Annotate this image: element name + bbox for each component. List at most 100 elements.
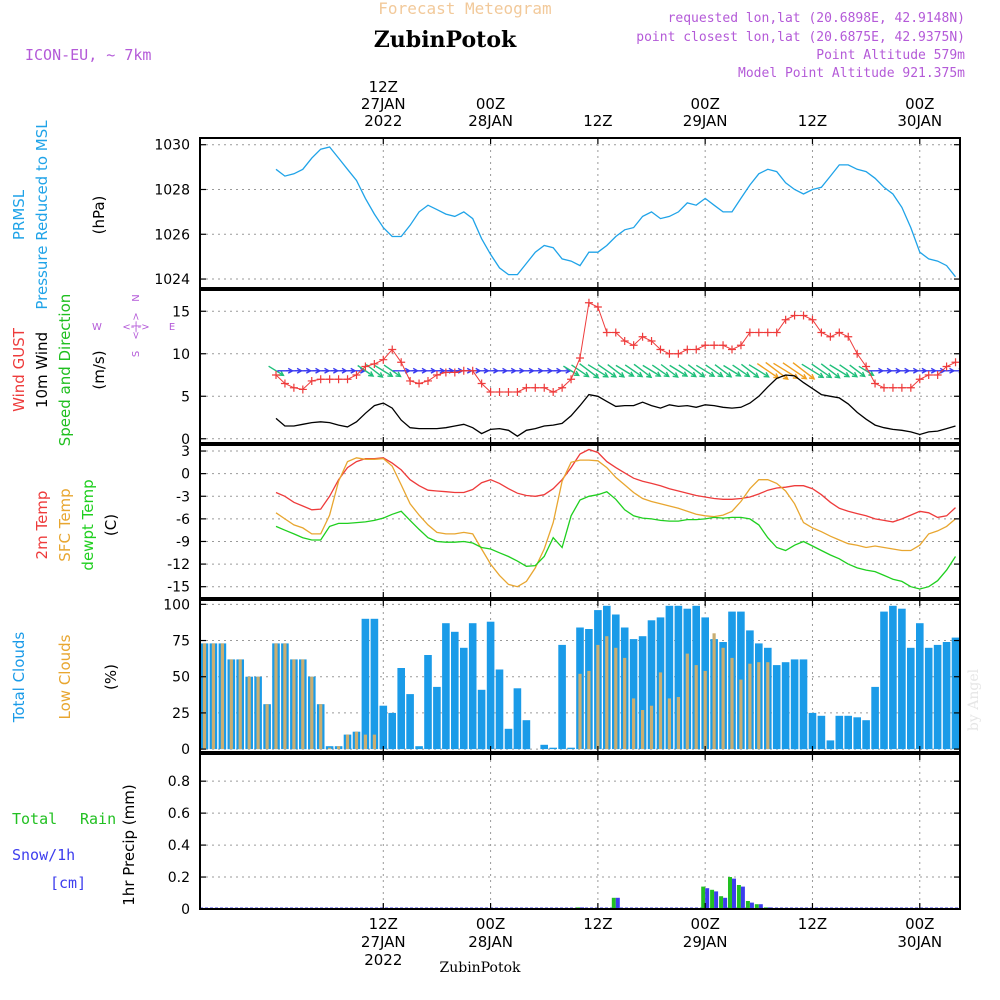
- wind-gust-marker: [701, 341, 710, 350]
- wind-direction-arrow: [740, 363, 759, 378]
- x-axis-label-top: 12Z: [369, 78, 398, 96]
- snow-precip-bar: [740, 886, 745, 909]
- wind-direction-arrow: [624, 364, 643, 378]
- total-clouds-bar: [799, 659, 808, 750]
- snow-label: Snow/1h: [12, 846, 75, 864]
- total-clouds-bar: [942, 642, 951, 750]
- total-clouds-bar: [468, 623, 477, 750]
- x-axis-label-top: 00Z: [476, 95, 505, 113]
- snow-precip-bar: [714, 891, 719, 909]
- wind-gust-marker: [352, 371, 361, 379]
- low-clouds-bar: [605, 636, 609, 750]
- total-clouds-bar: [862, 720, 870, 750]
- wind-gust-marker: [799, 311, 808, 320]
- snow-precip-bar: [732, 878, 736, 909]
- y-tick-label: 100: [163, 597, 190, 613]
- wind-direction-arrow: [748, 364, 769, 378]
- wind-gust-marker: [817, 328, 826, 337]
- low-clouds-bar: [211, 643, 215, 750]
- wind-direction-arrow: [563, 365, 580, 376]
- y-tick-label: 75: [172, 634, 190, 650]
- y-tick-label: 0: [181, 742, 190, 758]
- wind-gust-marker: [888, 383, 897, 392]
- y-tick-label: 1026: [154, 227, 190, 243]
- wind-gust-marker: [307, 376, 316, 385]
- wind-gust-marker: [298, 385, 307, 394]
- wind-gust-marker: [808, 315, 817, 324]
- y-tick-label: 25: [172, 706, 190, 722]
- total-clouds-bar: [844, 715, 852, 750]
- x-axis-label-bottom: 12Z: [583, 915, 612, 933]
- total-clouds-bar: [772, 665, 781, 750]
- wind-gust-marker: [576, 354, 584, 362]
- low-clouds-bar: [292, 659, 296, 750]
- total-clouds-bar: [817, 715, 826, 750]
- grid-lines: [200, 138, 960, 909]
- total-clouds-bar: [567, 747, 575, 750]
- temperature-labels: 2m Temp SFC Temp dewpt Temp (C): [33, 479, 120, 570]
- wind-direction-arrow: [597, 364, 617, 378]
- compass-w: W: [92, 322, 102, 333]
- low-clouds-bar: [345, 734, 350, 750]
- wind-direction-arrow: [765, 361, 789, 380]
- celsius-unit-label: (C): [102, 514, 120, 536]
- wind-direction-arrow: [651, 364, 670, 377]
- low-clouds-bar: [730, 657, 734, 750]
- precip-axis-label: 1hr Precip (mm): [120, 784, 138, 905]
- total-clouds-bar: [442, 623, 450, 750]
- wind-arrow-head: [583, 371, 590, 378]
- panel-frames: [199, 137, 961, 910]
- low-clouds-bar: [641, 710, 645, 750]
- panel-clip-group: [275, 146, 957, 278]
- wind-direction-arrow: [714, 364, 732, 378]
- wind-direction-arrow: [732, 364, 750, 377]
- dewpt-temp-line: [275, 490, 957, 590]
- temp-2m-line: [275, 448, 956, 523]
- wind-arrow-head: [735, 371, 742, 377]
- x-axis-label-bottom: 12Z: [798, 915, 827, 933]
- low-clouds-bar: [703, 670, 707, 750]
- pressure-line: [275, 146, 957, 278]
- panel-frame: [199, 599, 961, 753]
- wind-arrow-head: [818, 372, 825, 379]
- y-tick-label: 0: [181, 432, 190, 448]
- total-clouds-bar: [790, 659, 799, 750]
- wind-arrow-head: [851, 371, 859, 378]
- total-clouds-bar: [477, 689, 486, 750]
- wind-direction-arrow: [820, 363, 840, 379]
- panel-frame: [199, 289, 961, 444]
- x-axis-label-top: 30JAN: [897, 112, 942, 130]
- wind-gust-marker: [942, 362, 951, 371]
- wind-direction-arrow: [782, 362, 807, 380]
- x-axis-label-bottom: 00Z: [476, 915, 505, 933]
- wind-gust-marker: [683, 345, 692, 354]
- wind-gust-marker: [379, 355, 388, 364]
- wind-arrow-head: [618, 372, 626, 378]
- compass-s: S: [131, 351, 142, 357]
- y-tick-label: -3: [176, 489, 190, 505]
- total-clouds-bar: [397, 668, 405, 750]
- wind-direction-arrow: [373, 364, 393, 377]
- compass-e: E: [169, 322, 175, 333]
- total-clouds-bar: [647, 620, 656, 750]
- wind-gust-marker: [280, 379, 289, 388]
- low-clouds-bar: [748, 663, 752, 750]
- wind-gust-marker: [370, 359, 379, 368]
- total-clouds-bar: [835, 715, 844, 750]
- wind-gust-marker: [629, 341, 638, 350]
- wind-gust-marker: [880, 383, 888, 392]
- y-tick-label: 0: [181, 902, 190, 918]
- wind-gust-marker: [924, 371, 933, 379]
- low-clouds-bar: [310, 676, 314, 750]
- total-clouds-label: Total Clouds: [10, 632, 28, 724]
- total-precip-bar: [728, 877, 732, 909]
- total-clouds-bar: [880, 611, 888, 750]
- y-tick-label: -6: [176, 512, 190, 528]
- wind-gust-marker: [343, 375, 352, 384]
- wind-gust-marker: [468, 366, 477, 375]
- total-precip-bar: [736, 885, 741, 909]
- wind-gust-marker: [361, 362, 370, 371]
- wind-gust-marker: [441, 368, 450, 377]
- percent-unit-label: (%): [102, 664, 120, 690]
- wind-direction-arrow: [669, 364, 688, 377]
